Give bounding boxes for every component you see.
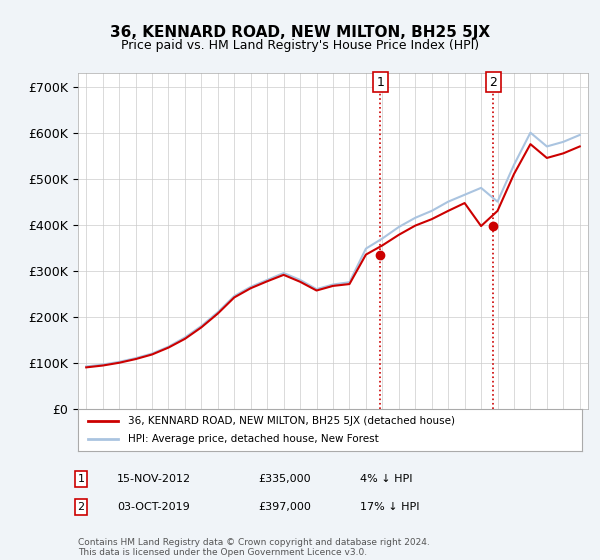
Text: 1: 1 xyxy=(77,474,85,484)
Text: 36, KENNARD ROAD, NEW MILTON, BH25 5JX: 36, KENNARD ROAD, NEW MILTON, BH25 5JX xyxy=(110,25,490,40)
Text: 15-NOV-2012: 15-NOV-2012 xyxy=(117,474,191,484)
Text: 03-OCT-2019: 03-OCT-2019 xyxy=(117,502,190,512)
Text: £397,000: £397,000 xyxy=(258,502,311,512)
Text: 2: 2 xyxy=(490,76,497,88)
Text: 4% ↓ HPI: 4% ↓ HPI xyxy=(360,474,413,484)
Text: HPI: Average price, detached house, New Forest: HPI: Average price, detached house, New … xyxy=(128,434,379,444)
Text: 17% ↓ HPI: 17% ↓ HPI xyxy=(360,502,419,512)
Text: 36, KENNARD ROAD, NEW MILTON, BH25 5JX (detached house): 36, KENNARD ROAD, NEW MILTON, BH25 5JX (… xyxy=(128,416,455,426)
Text: Contains HM Land Registry data © Crown copyright and database right 2024.
This d: Contains HM Land Registry data © Crown c… xyxy=(78,538,430,557)
Text: 2: 2 xyxy=(77,502,85,512)
Text: £335,000: £335,000 xyxy=(258,474,311,484)
Text: Price paid vs. HM Land Registry's House Price Index (HPI): Price paid vs. HM Land Registry's House … xyxy=(121,39,479,52)
Text: 1: 1 xyxy=(376,76,385,88)
